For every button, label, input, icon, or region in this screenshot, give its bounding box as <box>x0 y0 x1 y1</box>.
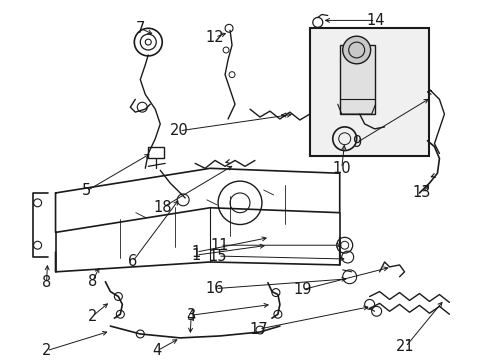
Bar <box>339 45 374 114</box>
Bar <box>148 147 164 158</box>
Text: 15: 15 <box>208 248 227 264</box>
Text: 3: 3 <box>186 308 195 323</box>
Text: 4: 4 <box>186 309 195 324</box>
Circle shape <box>342 36 370 64</box>
Text: 5: 5 <box>81 184 91 198</box>
Text: 2: 2 <box>42 343 51 358</box>
Text: 4: 4 <box>152 343 162 358</box>
Text: 6: 6 <box>127 255 137 270</box>
Text: 9: 9 <box>351 135 361 150</box>
Text: 8: 8 <box>42 275 51 290</box>
Text: 14: 14 <box>366 13 384 28</box>
Text: 7: 7 <box>135 21 144 36</box>
Text: 11: 11 <box>210 238 229 253</box>
Text: 1: 1 <box>191 248 201 262</box>
Text: 17: 17 <box>249 321 268 337</box>
Text: 21: 21 <box>395 339 414 354</box>
Text: 19: 19 <box>293 282 311 297</box>
Text: 1: 1 <box>191 245 201 260</box>
Text: 13: 13 <box>411 185 430 201</box>
Text: 10: 10 <box>332 161 350 176</box>
Text: 20: 20 <box>169 123 188 138</box>
Text: 18: 18 <box>153 200 171 215</box>
Text: 8: 8 <box>88 274 97 289</box>
Bar <box>309 28 428 157</box>
Text: 16: 16 <box>205 281 224 296</box>
Text: 2: 2 <box>87 309 97 324</box>
Text: 12: 12 <box>205 30 224 45</box>
